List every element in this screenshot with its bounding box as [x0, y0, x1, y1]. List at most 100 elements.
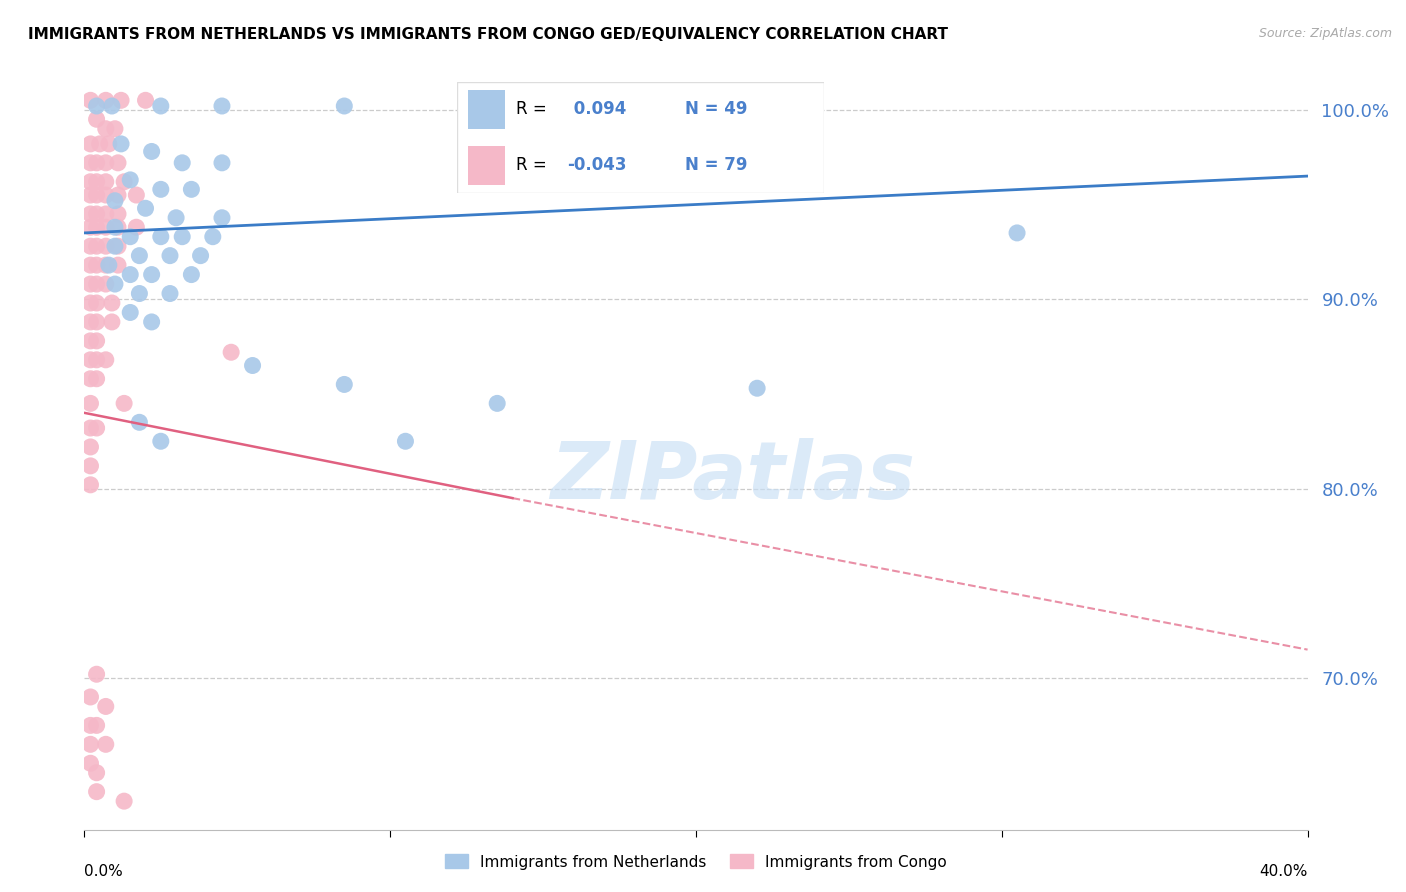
Point: [128, 249, 150, 263]
Point: [141, 315, 163, 329]
Point: [211, 99, 233, 113]
Point: [86, 112, 108, 127]
Point: [94, 188, 117, 202]
Point: [94, 277, 117, 291]
Point: [104, 239, 127, 253]
Point: [104, 121, 127, 136]
Point: [86, 667, 108, 681]
Point: [86, 175, 108, 189]
Point: [120, 229, 142, 244]
Point: [180, 182, 202, 196]
Point: [128, 415, 150, 429]
Point: [172, 156, 194, 170]
Point: [159, 286, 181, 301]
Text: 0.0%: 0.0%: [84, 863, 124, 879]
Point: [79, 718, 101, 732]
Point: [79, 372, 101, 386]
Point: [79, 690, 101, 704]
Point: [219, 345, 242, 359]
Point: [86, 372, 108, 386]
Point: [107, 239, 129, 253]
Point: [110, 136, 132, 151]
Point: [180, 268, 202, 282]
Point: [79, 175, 101, 189]
Point: [94, 258, 117, 272]
Point: [94, 737, 117, 751]
Point: [101, 315, 124, 329]
Point: [120, 268, 142, 282]
Point: [79, 207, 101, 221]
Point: [165, 211, 187, 225]
Point: [149, 229, 172, 244]
Point: [333, 99, 356, 113]
Point: [86, 421, 108, 435]
Point: [141, 268, 163, 282]
Point: [107, 207, 129, 221]
Point: [79, 737, 101, 751]
Point: [110, 93, 132, 107]
Point: [242, 359, 264, 373]
Point: [94, 93, 117, 107]
Point: [79, 352, 101, 367]
Point: [104, 277, 127, 291]
Text: Source: ZipAtlas.com: Source: ZipAtlas.com: [1258, 27, 1392, 40]
Point: [107, 156, 129, 170]
Point: [79, 239, 101, 253]
Point: [149, 182, 172, 196]
Point: [107, 220, 129, 235]
Point: [79, 188, 101, 202]
Point: [86, 718, 108, 732]
Point: [79, 315, 101, 329]
Point: [120, 305, 142, 319]
Point: [333, 377, 356, 392]
Point: [79, 334, 101, 348]
Point: [128, 286, 150, 301]
Point: [97, 258, 120, 272]
Point: [86, 258, 108, 272]
Point: [486, 396, 509, 410]
Point: [135, 202, 157, 216]
Point: [112, 396, 135, 410]
Point: [79, 421, 101, 435]
Point: [86, 207, 108, 221]
Point: [86, 239, 108, 253]
Point: [79, 296, 101, 310]
Point: [101, 99, 124, 113]
Point: [112, 794, 135, 808]
Point: [107, 188, 129, 202]
Legend: Immigrants from Netherlands, Immigrants from Congo: Immigrants from Netherlands, Immigrants …: [439, 848, 953, 876]
Point: [112, 175, 135, 189]
Point: [86, 220, 108, 235]
Point: [94, 207, 117, 221]
Point: [79, 136, 101, 151]
Point: [149, 434, 172, 449]
Point: [86, 296, 108, 310]
Point: [94, 175, 117, 189]
Text: 40.0%: 40.0%: [1260, 863, 1308, 879]
Point: [104, 220, 127, 235]
Point: [94, 239, 117, 253]
Point: [86, 315, 108, 329]
Point: [747, 381, 769, 395]
Point: [94, 352, 117, 367]
Point: [159, 249, 181, 263]
Point: [86, 156, 108, 170]
Point: [79, 277, 101, 291]
Point: [94, 699, 117, 714]
Point: [94, 156, 117, 170]
Point: [79, 458, 101, 473]
Point: [201, 229, 224, 244]
Text: IMMIGRANTS FROM NETHERLANDS VS IMMIGRANTS FROM CONGO GED/EQUIVALENCY CORRELATION: IMMIGRANTS FROM NETHERLANDS VS IMMIGRANT…: [28, 27, 948, 42]
Point: [94, 121, 117, 136]
Point: [89, 136, 111, 151]
Point: [86, 277, 108, 291]
Point: [107, 258, 129, 272]
Point: [86, 765, 108, 780]
Point: [104, 194, 127, 208]
Point: [97, 136, 120, 151]
Point: [79, 156, 101, 170]
Point: [190, 249, 212, 263]
Point: [149, 99, 172, 113]
Point: [86, 188, 108, 202]
Point: [135, 93, 157, 107]
